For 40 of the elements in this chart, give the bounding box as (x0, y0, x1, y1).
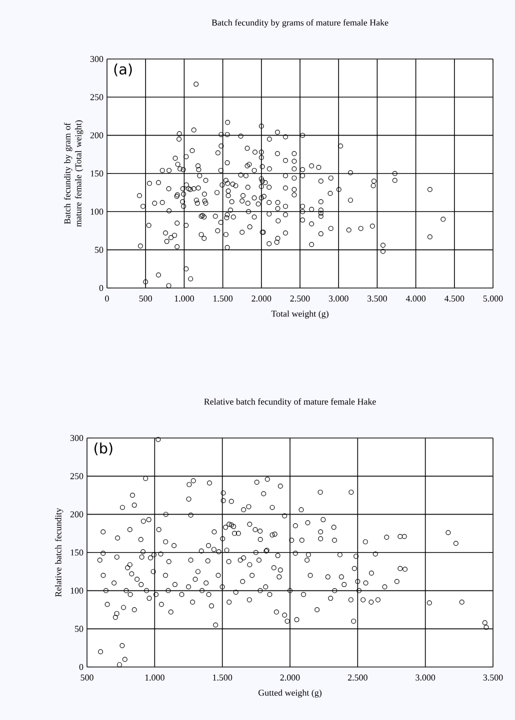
x-tick-label: 3.500 (368, 296, 387, 302)
chart-title: Batch fecundity by grams of mature female Hake (212, 19, 388, 28)
x-tick-label: 0 (105, 296, 109, 302)
x-axis-title: Total weight (g) (271, 310, 328, 319)
y-tick-label: 150 (90, 170, 104, 177)
x-tick-label: 3.000 (416, 674, 436, 681)
y-tick-label: 50 (75, 626, 84, 632)
y-tick-label: 250 (90, 94, 104, 100)
y-tick-label: 150 (70, 549, 84, 556)
x-axis-title: Gutted weight (g) (258, 689, 322, 698)
annotation: (b) (94, 442, 112, 456)
y-tick-label: 0 (79, 664, 84, 670)
x-tick-label: 2.000 (280, 674, 300, 681)
y-tick-label: 250 (70, 473, 84, 480)
x-tick-label: 2.500 (290, 296, 310, 302)
x-tick-label: 3.000 (328, 296, 348, 302)
x-tick-label: 1.000 (145, 674, 164, 681)
y-tick-label: 300 (70, 434, 84, 442)
y-tick-label: 0 (99, 284, 104, 292)
x-tick-label: 4.500 (444, 296, 464, 302)
y-tick-label: 100 (70, 588, 84, 594)
annotation: (a) (114, 63, 132, 76)
y-tick-label: 200 (90, 132, 104, 138)
x-tick-label: 1.500 (213, 296, 233, 302)
chart-title: Relative batch fecundity of mature female Hake (204, 398, 376, 407)
x-tick-label: 500 (80, 674, 94, 681)
y-axis-title: Batch fecundity by gram of mature female (Total weight) (64, 120, 84, 227)
x-tick-label: 5.000 (483, 296, 503, 302)
x-tick-label: 1.000 (174, 296, 194, 302)
x-tick-label: 2.500 (348, 674, 368, 681)
x-tick-label: 1.500 (213, 674, 232, 681)
x-tick-label: 2.000 (252, 296, 272, 302)
x-tick-label: 4.000 (406, 296, 426, 302)
y-axis-title: Relative batch fecundity (54, 508, 64, 597)
x-tick-label: 500 (139, 296, 152, 302)
x-tick-label: 3.500 (483, 674, 503, 681)
y-tick-label: 100 (90, 208, 104, 215)
y-tick-label: 50 (95, 246, 104, 253)
y-tick-label: 300 (90, 56, 104, 62)
y-tick-label: 200 (70, 511, 84, 518)
